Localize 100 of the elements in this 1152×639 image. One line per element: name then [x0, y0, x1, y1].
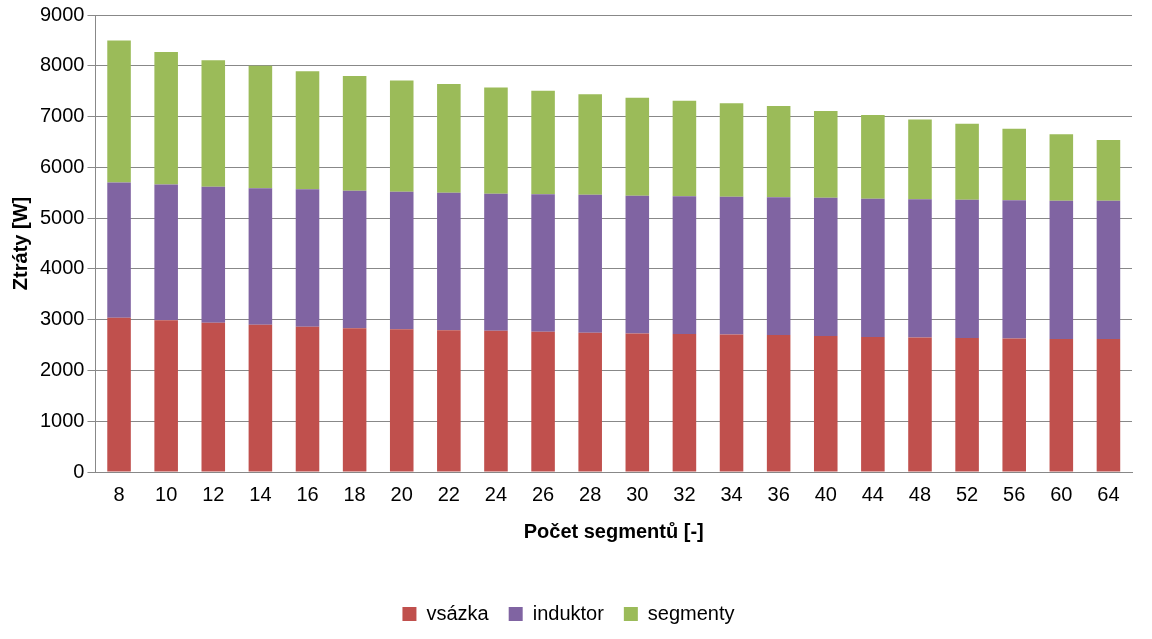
- bar: [107, 182, 131, 318]
- bar: [1096, 200, 1121, 339]
- bar: [484, 330, 508, 472]
- x-tick-label: 60: [1050, 482, 1073, 505]
- bar: [437, 84, 461, 193]
- bar: [295, 189, 320, 327]
- x-tick-label: 34: [720, 482, 743, 505]
- x-tick-label: 12: [202, 482, 225, 505]
- x-tick-label: 36: [767, 482, 790, 505]
- bar: [625, 195, 650, 334]
- bar: [342, 75, 367, 191]
- bar: [908, 199, 932, 338]
- bar: [766, 334, 791, 472]
- x-tick-label: 22: [437, 482, 460, 505]
- y-tick-label: 1000: [39, 408, 85, 431]
- bar: [1002, 128, 1026, 201]
- legend-label: induktor: [532, 601, 605, 624]
- x-tick-label: 24: [484, 482, 508, 505]
- x-tick-label: 28: [579, 482, 602, 505]
- bar: [861, 336, 885, 472]
- x-tick-label: 64: [1097, 482, 1120, 505]
- x-tick-label: 14: [249, 482, 272, 505]
- bar: [672, 100, 697, 197]
- bar: [625, 333, 650, 472]
- bar: [531, 331, 555, 472]
- bar: [154, 184, 178, 321]
- bar: [861, 198, 885, 337]
- bar: [625, 97, 650, 196]
- bar: [154, 52, 178, 185]
- x-tick-label: 20: [390, 482, 413, 505]
- bar: [813, 110, 838, 198]
- y-tick-label: 3000: [39, 307, 85, 330]
- x-tick-label: 32: [673, 482, 696, 505]
- y-tick-label: 5000: [39, 205, 85, 228]
- bar: [389, 191, 414, 330]
- bar: [201, 60, 226, 187]
- bar: [578, 332, 602, 472]
- bar: [295, 326, 320, 472]
- bar: [484, 193, 508, 331]
- bar: [1096, 338, 1121, 472]
- x-tick-label: 40: [814, 482, 837, 505]
- y-tick-label: 4000: [39, 256, 85, 279]
- x-tick-label: 30: [626, 482, 649, 505]
- bar: [719, 103, 744, 197]
- bar: [342, 328, 367, 472]
- bar: [719, 334, 744, 472]
- bar: [1002, 200, 1026, 339]
- bar: [342, 190, 367, 329]
- bar: [437, 192, 461, 331]
- bar: [389, 80, 414, 192]
- bar: [248, 188, 273, 325]
- bar: [908, 337, 932, 472]
- bar: [154, 320, 178, 472]
- bar: [955, 199, 979, 338]
- bar: [813, 197, 838, 336]
- bar: [531, 194, 555, 332]
- y-tick-label: 7000: [39, 104, 85, 127]
- y-tick-label: 6000: [39, 154, 85, 177]
- bar: [1096, 139, 1121, 201]
- bar: [672, 333, 697, 472]
- bar: [861, 115, 885, 199]
- bar: [1002, 338, 1026, 472]
- bar: [578, 94, 602, 195]
- bar: [201, 186, 226, 323]
- y-axis-title: Ztráty [W]: [8, 196, 31, 291]
- bar: [719, 196, 744, 335]
- legend-label: segmenty: [647, 601, 735, 624]
- y-tick-label: 8000: [39, 53, 85, 76]
- bar: [1049, 134, 1074, 201]
- x-tick-label: 18: [343, 482, 366, 505]
- bar: [201, 322, 226, 472]
- bar: [389, 329, 414, 472]
- bar: [813, 335, 838, 472]
- x-tick-label: 16: [296, 482, 319, 505]
- x-tick-label: 48: [908, 482, 932, 505]
- bar: [531, 90, 555, 195]
- x-tick-label: 56: [1003, 482, 1026, 505]
- x-tick-label: 10: [155, 482, 178, 505]
- bar: [672, 196, 697, 334]
- bar: [484, 87, 508, 194]
- bar: [437, 330, 461, 472]
- x-axis-title: Počet segmentů [-]: [523, 519, 704, 542]
- bar: [248, 65, 273, 189]
- bar: [955, 123, 979, 200]
- bar: [295, 71, 320, 190]
- x-tick-label: 44: [861, 482, 884, 505]
- bar: [107, 317, 131, 472]
- bar: [578, 194, 602, 333]
- legend-label: vsázka: [426, 601, 490, 624]
- y-tick-label: 0: [73, 459, 85, 482]
- bar: [107, 40, 131, 183]
- x-tick-label: 26: [531, 482, 555, 505]
- bar: [248, 324, 273, 472]
- x-tick-label: 52: [955, 482, 979, 505]
- bar: [1049, 200, 1074, 339]
- x-tick-label: 8: [113, 482, 125, 505]
- bar: [1049, 338, 1074, 472]
- bar: [908, 119, 932, 200]
- bar: [766, 105, 791, 198]
- bar: [766, 197, 791, 335]
